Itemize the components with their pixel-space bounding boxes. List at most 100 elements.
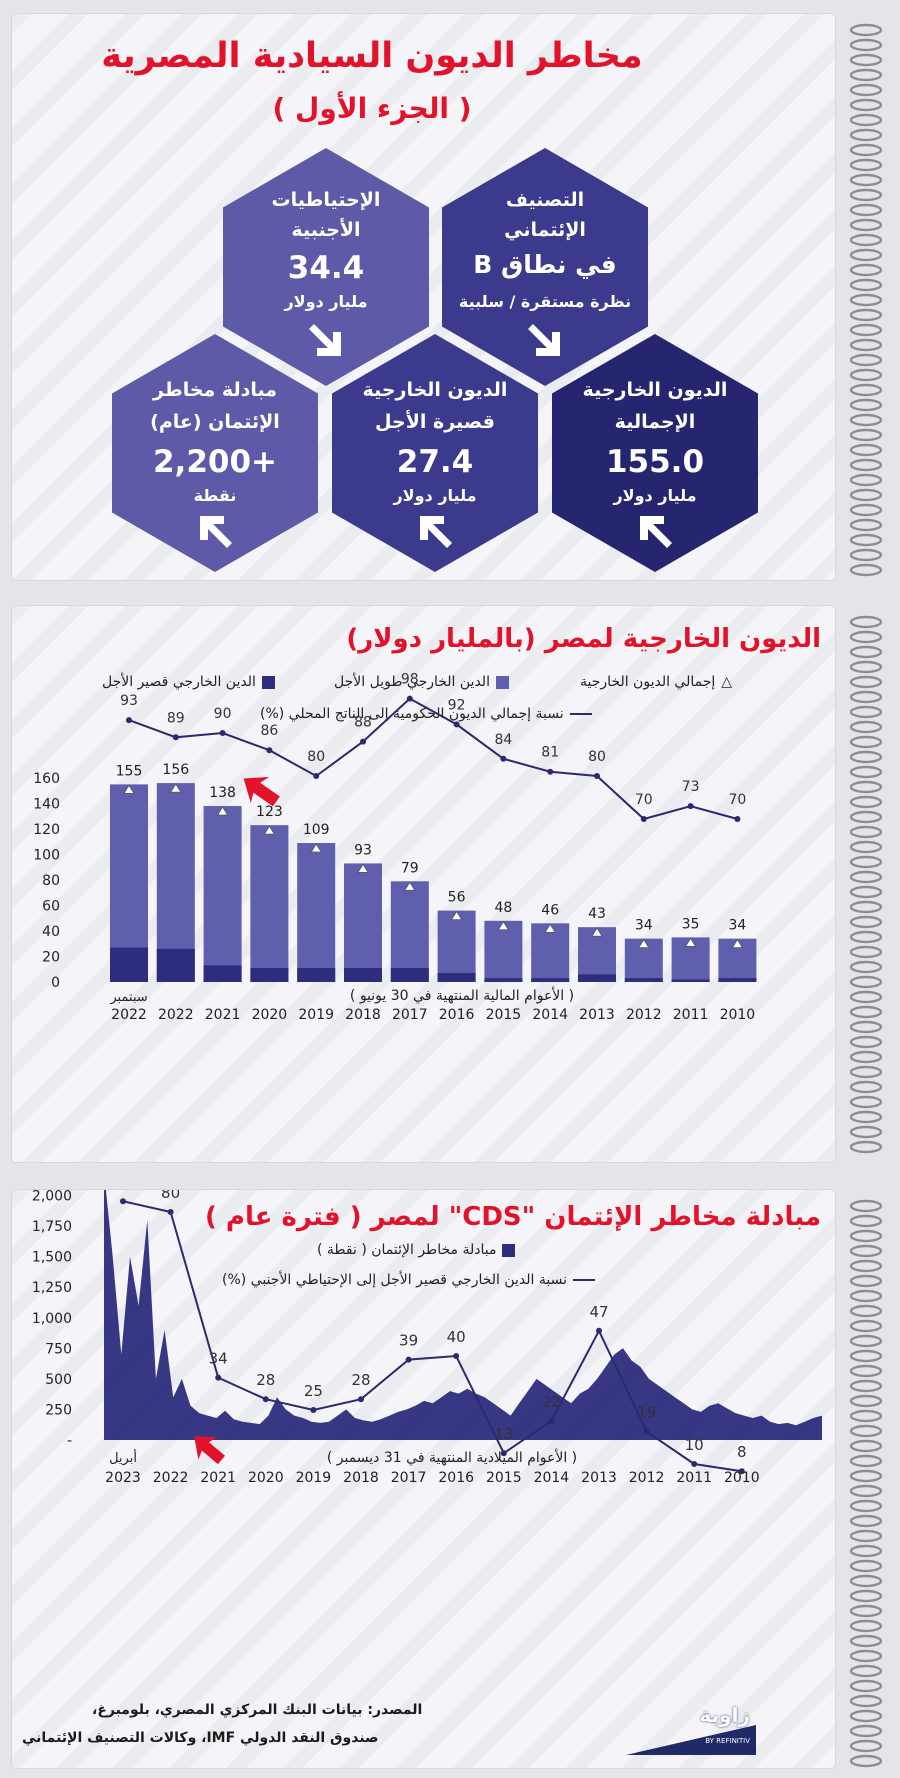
legend-label: الدين الخارجي طويل الأجل [334,674,490,690]
ratio-label: 47 [589,1303,608,1321]
x-tick-label: 2016 [438,1470,474,1486]
legend-label: مبادلة مخاطر الإئتمان ( نقطة ) [317,1242,497,1258]
spiral-ring [849,1379,883,1393]
ratio-point [548,1417,555,1424]
ratio-label: 10 [685,1436,704,1454]
cds-panel: مبادلة مخاطر الإئتمان "CDS" لمصر ( فترة … [12,1190,835,1768]
ratio-point [266,747,273,754]
arrow-down-right-icon [309,324,341,356]
spiral-ring [849,1274,883,1288]
hex-label: الإجمالية [614,411,696,433]
x-tick-label: 2010 [724,1470,760,1486]
hex-value: 34.4 [287,250,365,286]
ratio-point [219,730,226,736]
spiral-ring [849,1214,883,1228]
bar-short-term [344,967,382,982]
spiral-ring [849,53,883,67]
bar-long-term [437,910,476,982]
ratio-label: 70 [635,792,653,808]
bar-long-term [297,843,336,982]
bar-long-term [531,923,570,982]
chart1-title: الديون الخارجية لمصر (بالمليار دولار) [346,624,821,654]
spiral-ring [849,1604,883,1618]
total-marker [263,825,276,835]
spiral-ring [849,750,883,764]
x-tick-label: 2012 [629,1470,665,1486]
y-tick-label: 100 [33,848,60,864]
x-tick-label: 2017 [392,1007,428,1023]
ratio-label: 81 [541,745,559,761]
ratio-label: 39 [399,1332,418,1350]
bar-short-term [578,974,616,982]
ratio-label: 73 [682,779,700,795]
spiral-ring [849,720,883,734]
spiral-ring [849,1364,883,1378]
ratio-point [734,816,741,822]
spiral-ring [849,1439,883,1453]
legend-label: إجمالي الديون الخارجية [580,674,716,690]
ratio-point [120,1198,126,1205]
bar-short-term [531,978,570,982]
spiral-ring [849,1050,883,1064]
spiral-ring [849,1005,883,1019]
spiral-ring [849,1634,883,1648]
ratio-point [643,1428,650,1435]
ratio-point [172,734,179,741]
y-tick-label: 120 [33,822,60,838]
spiral-ring [849,338,883,352]
spiral-ring [849,113,883,127]
spiral-ring [849,795,883,809]
spiral-ring [849,1739,883,1753]
hex-label: التصنيف [505,189,585,211]
spiral-ring [849,1454,883,1468]
spiral-ring [849,915,883,929]
spiral-ring [849,780,883,794]
x-tick-label: 2017 [391,1470,427,1486]
x-tick-label: 2022 [153,1470,189,1486]
spiral-ring [849,1424,883,1438]
ratio-point [453,1353,460,1359]
spiral-ring [849,960,883,974]
bar-short-term [156,948,195,982]
spiral-ring [849,263,883,277]
spiral-ring [849,473,883,487]
spiral-ring [849,1140,883,1154]
bar-value-label: 156 [162,762,189,778]
y-tick-label: 1,750 [32,1219,72,1235]
bar-short-term [671,979,710,982]
spiral-ring [849,1484,883,1498]
spiral-binding [849,615,883,1154]
bar-value-label: 155 [116,763,143,779]
spiral-ring [849,38,883,52]
hex-value: 155.0 [605,444,705,480]
bar-value-label: 138 [209,785,236,801]
bar-short-term [437,973,476,982]
spiral-ring [849,1499,883,1513]
hex-value: +2,200 [152,444,278,480]
spiral-ring [849,248,883,262]
bar-long-term [344,863,382,982]
spiral-ring [849,810,883,824]
bar-value-label: 35 [682,916,700,932]
bar-short-term [297,967,336,982]
ratio-point [640,816,647,822]
ratio-label: 28 [256,1371,275,1389]
brand-logo: زاوية BY REFINITIV [626,1695,756,1755]
hex-label: الديون الخارجية [362,379,508,401]
spiral-ring [849,293,883,307]
legend-total: △ إجمالي الديون الخارجية [580,674,732,690]
legend-long-term: الدين الخارجي طويل الأجل [334,674,509,690]
spiral-ring [849,1529,883,1543]
spiral-ring [849,218,883,232]
spiral-ring [849,945,883,959]
x-tick-label: 2023 [105,1470,141,1486]
spiral-ring [849,825,883,839]
y-tick-label: - [67,1433,72,1449]
spiral-ring [849,158,883,172]
y-tick-label: 40 [42,924,60,940]
x-tick-label: 2020 [248,1470,284,1486]
bar-value-label: 46 [541,902,559,918]
spiral-ring [849,1694,883,1708]
bar-value-label: 43 [588,906,606,922]
spiral-ring [849,1754,883,1768]
